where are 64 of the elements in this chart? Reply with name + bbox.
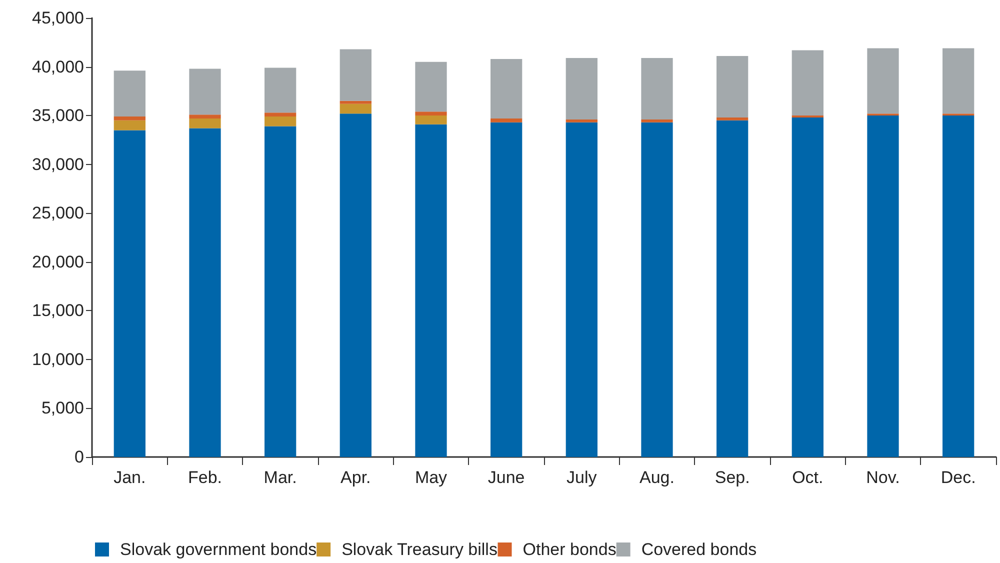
bar [792, 118, 824, 457]
bar [415, 124, 447, 457]
x-tick-label: Oct. [792, 468, 824, 487]
y-tick-label: 35,000 [32, 106, 84, 126]
y-tick-label: 15,000 [32, 301, 84, 320]
y-tick-label: 40,000 [32, 57, 84, 76]
bar [716, 56, 748, 118]
y-tick-label: 20,000 [32, 252, 84, 272]
x-tick-label: Aug. [640, 468, 674, 487]
y-tick-label: 10,000 [32, 350, 84, 369]
bar [340, 100, 372, 104]
y-tick-label: 0 [74, 448, 84, 466]
bar [340, 114, 372, 457]
x-tick-label: Apr. [340, 468, 371, 487]
bar [716, 118, 748, 120]
y-tick-label: 5,000 [41, 398, 84, 418]
bar [114, 120, 146, 130]
bar [867, 48, 899, 114]
x-tick-label: Feb. [188, 468, 222, 487]
bar [264, 68, 296, 113]
bar [114, 130, 146, 457]
bar [792, 50, 824, 116]
x-tick-label: July [566, 468, 598, 487]
x-tick-label: Mar. [264, 468, 297, 487]
x-tick-label: Dec. [940, 468, 976, 487]
bar [189, 68, 221, 115]
bar [490, 122, 522, 457]
bar [114, 70, 146, 117]
bar [340, 104, 372, 114]
bar [415, 112, 447, 116]
bar [641, 58, 673, 120]
bar [415, 62, 447, 112]
bar [490, 58, 522, 118]
legend-label: Slovak Treasury bills [342, 540, 498, 559]
bar [716, 120, 748, 457]
bar [415, 116, 447, 124]
bar [264, 126, 296, 457]
bar [490, 118, 522, 122]
bar [867, 116, 899, 457]
bar [189, 118, 221, 128]
y-tick-label: 25,000 [32, 204, 84, 223]
bar [189, 114, 221, 118]
legend-label: Covered bonds [641, 540, 757, 559]
bar [942, 116, 974, 457]
bar [942, 48, 974, 114]
bar [264, 116, 296, 126]
bar [264, 112, 296, 117]
x-tick-label: Jan. [114, 468, 146, 487]
y-tick-label: 30,000 [32, 154, 84, 174]
x-tick-label: Nov. [866, 468, 900, 487]
bar [566, 122, 598, 457]
bar [340, 49, 372, 101]
bar [189, 128, 221, 457]
bar [114, 116, 146, 120]
bar [566, 58, 598, 120]
x-tick-label: May [414, 468, 448, 487]
x-tick-label: Sep. [714, 468, 750, 487]
legend-label: Other bonds [522, 540, 616, 559]
x-tick-label: June [488, 468, 525, 487]
legend-label: Slovak government bonds [120, 540, 317, 559]
bar [566, 119, 598, 122]
y-tick-label: 45,000 [32, 8, 84, 28]
bar [641, 122, 673, 457]
bar [641, 119, 673, 122]
